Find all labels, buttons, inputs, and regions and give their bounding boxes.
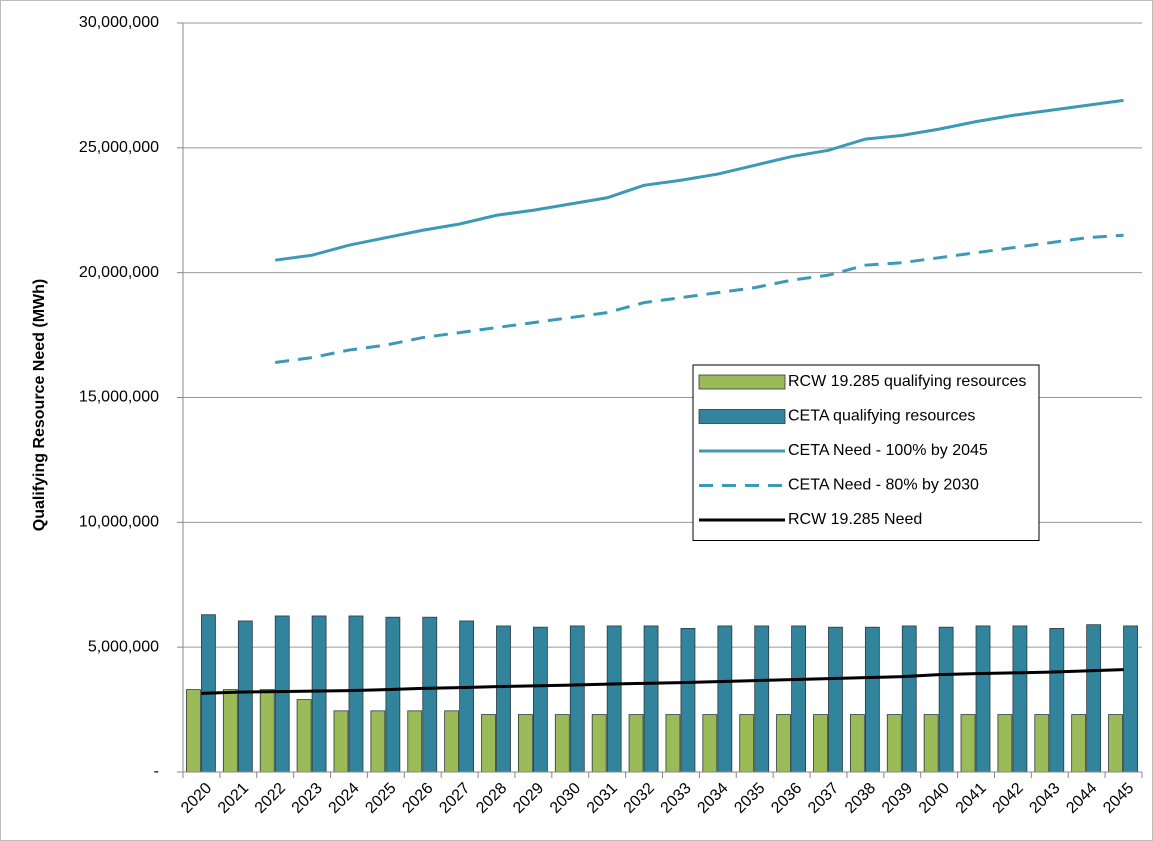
bar [791,625,806,773]
bar [422,616,438,773]
legend-swatch [698,409,786,424]
bar [665,714,681,773]
legend-label: CETA Need - 80% by 2030 [788,477,979,494]
y-axis-label: Qualifying Resource Need (MWh) [31,279,48,531]
bar [554,714,570,773]
legend-label: CETA Need - 100% by 2045 [788,442,988,459]
bar [628,714,644,773]
bar [569,625,585,773]
legend-box [692,364,1040,541]
bar [333,710,349,773]
bar [702,714,718,773]
bar [481,714,496,773]
y-tick-label: 5,000,000 [88,638,159,655]
bar [186,689,201,773]
bar [776,714,791,773]
y-tick-label: 25,000,000 [79,139,159,156]
bar [813,714,828,773]
bar [1123,625,1138,773]
bar [1108,714,1123,773]
bar [960,714,976,773]
bar [1086,624,1102,773]
bar [237,620,253,773]
legend-label: RCW 19.285 qualifying resources [788,373,1026,390]
bar [407,710,423,773]
bar [296,699,312,773]
bar [533,626,548,773]
bar [975,625,991,773]
line [275,98,1124,262]
bar [938,626,954,773]
y-tick-label: 15,000,000 [79,389,159,406]
line [275,233,1124,365]
bar [311,615,327,773]
bar [385,616,401,773]
bar [717,625,733,773]
bar [496,625,511,773]
bar [370,710,386,773]
bar [997,714,1013,773]
y-tick-label: 10,000,000 [79,514,159,531]
bar [459,620,475,773]
bar [1049,628,1065,773]
legend-label: CETA qualifying resources [788,408,975,425]
bar [1012,625,1028,773]
bar [444,710,460,773]
bar [518,714,533,773]
bar [1071,714,1087,773]
bar [274,615,290,773]
y-tick-label: 30,000,000 [79,14,159,31]
legend-swatch [698,374,786,390]
bar [222,689,238,773]
bar [643,625,659,773]
bar [901,625,917,773]
bar [680,628,696,773]
bar [259,689,275,773]
bar [828,626,843,773]
y-tick-label: 20,000,000 [79,264,159,281]
line [201,668,1124,695]
bar [739,714,755,773]
bar [864,626,880,773]
bar [886,714,902,773]
bar [1034,714,1050,773]
bar [348,615,364,773]
y-tick-label: - [154,763,159,780]
bar [591,714,607,773]
bar [754,625,770,773]
bar [849,714,865,773]
bar [606,625,622,773]
legend-label: RCW 19.285 Need [788,511,922,528]
bar [923,714,939,773]
